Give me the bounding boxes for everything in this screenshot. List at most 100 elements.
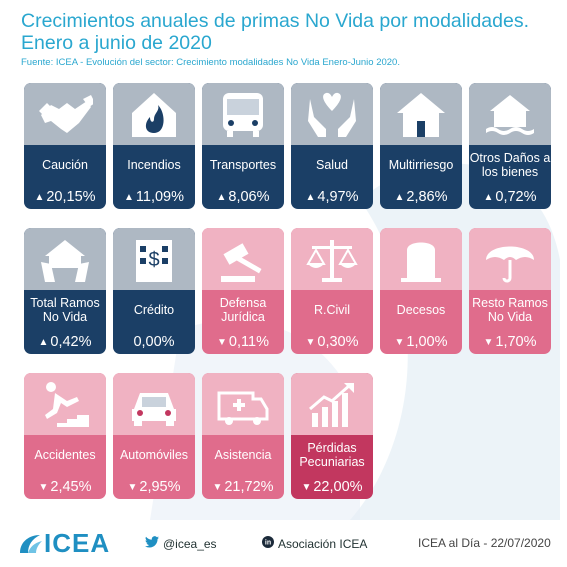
tile-label: Total Ramos No Vida (30, 296, 100, 324)
tile-value: ▲ 4,97% (291, 185, 373, 209)
tile-value-text: 22,00% (313, 479, 363, 495)
tile-value: ▼ 21,72% (202, 475, 284, 499)
rising-chart-icon (291, 373, 373, 435)
linkedin-link[interactable]: in Asociación ICEA (262, 536, 367, 551)
tile-label: Incendios (127, 158, 181, 172)
bank-building-icon: $ (113, 228, 195, 290)
page-title: Crecimientos anuales de primas No Vida p… (21, 10, 551, 54)
tile-caución: Caución ▲ 20,15% (24, 83, 106, 209)
tile-value-text: 2,95% (139, 479, 181, 495)
tile-value: ▲ 20,15% (24, 185, 106, 209)
tile-label: Asistencia (214, 448, 272, 462)
bus-icon (202, 83, 284, 145)
down-arrow-icon: ▼ (305, 336, 316, 348)
down-arrow-icon: ▼ (217, 336, 227, 348)
tile-decesos: Decesos ▼ 1,00% (380, 228, 462, 354)
up-arrow-icon: ▲ (483, 191, 494, 203)
footer: ICEA @icea_es in Asociación ICEA ICEA al… (0, 528, 567, 562)
car-icon (113, 373, 195, 435)
tile-label: Multirriesgo (388, 158, 454, 172)
tile-label: R.Civil (313, 303, 351, 317)
gavel-icon (202, 228, 284, 290)
tile-value-text: 4,97% (317, 189, 359, 205)
house-icon (380, 83, 462, 145)
tile-automóviles: Automóviles ▼ 2,95% (113, 373, 195, 499)
tile-value-text: 0,30% (317, 334, 359, 350)
umbrella-icon (469, 228, 551, 290)
tile-value: 0,00% (113, 330, 195, 354)
down-arrow-icon: ▼ (483, 336, 494, 348)
tile-label: Otros Daños a los bienes (469, 151, 551, 179)
tile-value-text: 1,00% (406, 334, 448, 350)
twitter-link[interactable]: @icea_es (145, 536, 217, 551)
family-house-icon (24, 228, 106, 290)
handshake-icon (24, 83, 106, 145)
up-arrow-icon: ▲ (305, 191, 316, 203)
tile-label: Resto Ramos No Vida (472, 296, 548, 324)
tile-value: ▲ 0,42% (24, 330, 106, 354)
icea-logo-icon (20, 534, 42, 553)
down-arrow-icon: ▼ (301, 481, 312, 493)
icea-logo: ICEA (16, 528, 110, 559)
tile-value: ▲ 0,72% (469, 185, 551, 209)
down-arrow-icon: ▼ (212, 481, 223, 493)
tile-value-text: 2,86% (406, 189, 448, 205)
tile-transportes: Transportes ▲ 8,06% (202, 83, 284, 209)
tile-pérdidas-pecuniarias: Pérdidas Pecuniarias ▼ 22,00% (291, 373, 373, 499)
tile-value-text: 21,72% (224, 479, 274, 495)
tile-label: Transportes (209, 158, 277, 172)
tile-label: Accidentes (34, 448, 96, 462)
tile-label: Caución (42, 158, 88, 172)
svg-text:in: in (265, 540, 271, 547)
tile-value-text: 0,00% (133, 334, 175, 350)
flood-house-icon (469, 83, 551, 145)
tile-label: Defensa Jurídica (219, 296, 267, 324)
up-arrow-icon: ▲ (38, 336, 49, 348)
tile-accidentes: Accidentes ▼ 2,45% (24, 373, 106, 499)
down-arrow-icon: ▼ (38, 481, 49, 493)
tile-value: ▼ 0,30% (291, 330, 373, 354)
linkedin-icon: in (262, 536, 274, 551)
tile-total-ramos-no-vida: Total Ramos No Vida ▲ 0,42% (24, 228, 106, 354)
tile-value: ▲ 2,86% (380, 185, 462, 209)
linkedin-name: Asociación ICEA (278, 536, 368, 551)
title-line-1: Crecimientos anuales de primas No Vida p… (21, 10, 529, 32)
tile-value: ▲ 11,09% (113, 185, 195, 209)
tile-salud: Salud ▲ 4,97% (291, 83, 373, 209)
logo-text: ICEA (44, 528, 111, 558)
tile-crédito: $ Crédito 0,00% (113, 228, 195, 354)
tile-value: ▼ 2,45% (24, 475, 106, 499)
health-hands-icon (291, 83, 373, 145)
ambulance-icon (202, 373, 284, 435)
header: Crecimientos anuales de primas No Vida p… (21, 10, 551, 68)
tile-otros-daños-a-los-bienes: Otros Daños a los bienes ▲ 0,72% (469, 83, 551, 209)
down-arrow-icon: ▼ (394, 336, 405, 348)
tile-value-text: 8,06% (228, 189, 270, 205)
publication-date: ICEA al Día - 22/07/2020 (418, 536, 551, 550)
fire-icon (113, 83, 195, 145)
up-arrow-icon: ▲ (123, 191, 134, 203)
up-arrow-icon: ▲ (216, 191, 227, 203)
tile-value-text: 0,11% (228, 334, 269, 350)
title-line-2: Enero a junio de 2020 (21, 32, 212, 54)
tile-multirriesgo: Multirriesgo ▲ 2,86% (380, 83, 462, 209)
down-arrow-icon: ▼ (127, 481, 138, 493)
tile-label: Decesos (396, 303, 446, 317)
falling-person-icon (24, 373, 106, 435)
tile-value-text: 1,70% (495, 334, 537, 350)
tile-value-text: 0,42% (50, 334, 92, 350)
tile-value-text: 0,72% (495, 189, 537, 205)
tile-defensa-jurídica: Defensa Jurídica ▼ 0,11% (202, 228, 284, 354)
tile-value: ▼ 2,95% (113, 475, 195, 499)
tile-value-text: 11,09% (135, 189, 184, 205)
tile-value: ▼ 1,70% (469, 330, 551, 354)
tile-r-civil: R.Civil ▼ 0,30% (291, 228, 373, 354)
tile-incendios: Incendios ▲ 11,09% (113, 83, 195, 209)
tile-value: ▼ 0,11% (202, 330, 284, 354)
svg-text:$: $ (148, 249, 159, 271)
up-arrow-icon: ▲ (34, 191, 45, 203)
tile-value: ▼ 1,00% (380, 330, 462, 354)
tile-value-text: 2,45% (50, 479, 92, 495)
tile-label: Salud (316, 158, 348, 172)
tombstone-icon (380, 228, 462, 290)
